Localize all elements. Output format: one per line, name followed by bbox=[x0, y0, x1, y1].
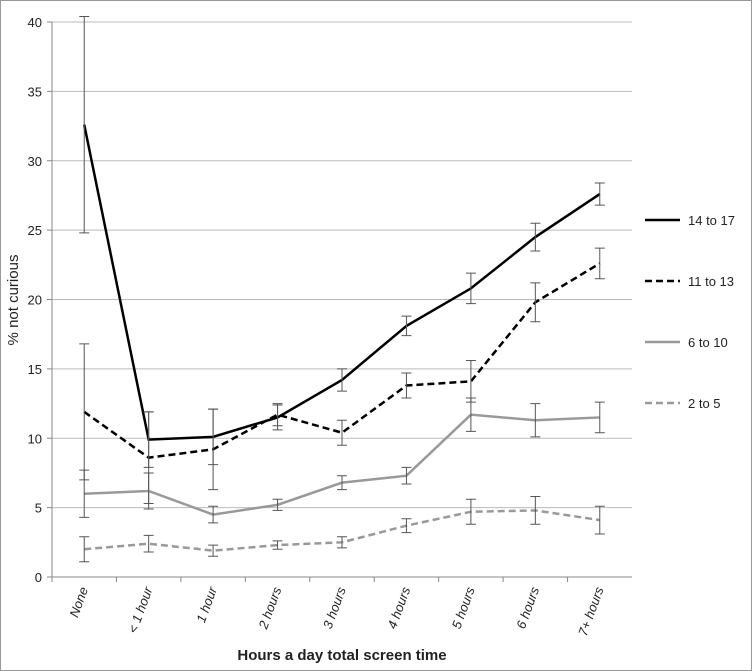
error-bar bbox=[465, 272, 476, 305]
legend-label: 6 to 10 bbox=[688, 335, 728, 350]
error-bar bbox=[530, 222, 541, 252]
series-line bbox=[83, 262, 601, 459]
error-bar bbox=[272, 498, 283, 511]
error-bar bbox=[208, 408, 219, 491]
legend-label: 11 to 13 bbox=[688, 274, 734, 289]
y-tick-label: 15 bbox=[28, 362, 42, 377]
error-bar bbox=[79, 15, 90, 234]
error-bar bbox=[530, 282, 541, 323]
y-tick-label: 20 bbox=[28, 293, 42, 308]
y-tick-label: 30 bbox=[28, 154, 42, 169]
error-bar bbox=[594, 505, 605, 535]
error-bar bbox=[594, 182, 605, 206]
x-axis-label: Hours a day total screen time bbox=[237, 647, 446, 664]
y-tick-label: 0 bbox=[35, 570, 42, 585]
error-bar bbox=[337, 536, 347, 549]
error-bar bbox=[143, 472, 154, 510]
legend-label: 14 to 17 bbox=[688, 213, 735, 228]
error-bar bbox=[401, 466, 412, 485]
legend-label: 2 to 5 bbox=[688, 396, 721, 411]
error-bar bbox=[208, 505, 219, 524]
error-bar bbox=[79, 469, 90, 518]
error-bar bbox=[143, 534, 154, 553]
y-tick-label: 40 bbox=[28, 15, 42, 30]
error-bar bbox=[530, 403, 541, 438]
y-tick-label: 35 bbox=[28, 84, 42, 99]
error-bar bbox=[208, 544, 219, 557]
error-bar bbox=[401, 518, 412, 534]
error-bar bbox=[401, 372, 412, 399]
error-bar bbox=[401, 315, 412, 337]
error-bar bbox=[594, 401, 605, 434]
error-bar bbox=[594, 247, 605, 280]
error-bar bbox=[272, 403, 283, 427]
error-bar bbox=[465, 397, 476, 432]
error-bar bbox=[79, 536, 90, 563]
error-bar bbox=[337, 419, 347, 446]
error-bar bbox=[465, 498, 476, 525]
y-tick-label: 5 bbox=[35, 501, 42, 516]
error-bar bbox=[272, 540, 283, 550]
y-axis-label: % not curious bbox=[5, 255, 22, 346]
error-bar bbox=[337, 368, 347, 392]
error-bar bbox=[337, 475, 347, 491]
y-tick-label: 10 bbox=[28, 431, 42, 446]
error-bar bbox=[530, 496, 541, 525]
y-tick-label: 25 bbox=[28, 223, 42, 238]
